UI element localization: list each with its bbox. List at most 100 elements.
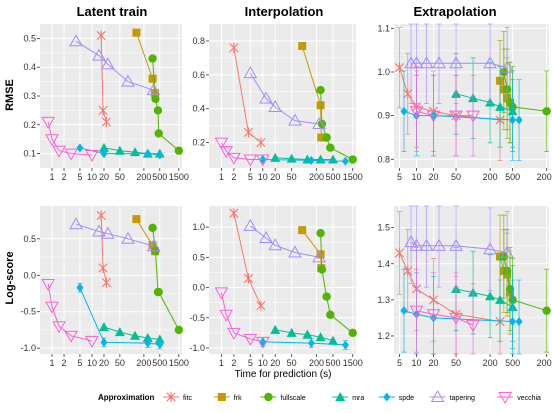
point-fullscale bbox=[542, 107, 551, 116]
point-frk bbox=[317, 133, 326, 142]
point-vecchia bbox=[409, 106, 424, 119]
series-vecchia bbox=[41, 279, 99, 348]
point-mra bbox=[328, 335, 339, 345]
point-fitc bbox=[229, 208, 239, 219]
point-spde bbox=[156, 340, 164, 350]
point-tapering bbox=[146, 239, 161, 252]
point-mra bbox=[286, 327, 297, 337]
legend-item-spde: spde bbox=[378, 392, 414, 402]
point-vecchia bbox=[409, 305, 424, 318]
x-tick-label: 1500 bbox=[169, 172, 189, 182]
point-mra bbox=[114, 145, 125, 155]
point-fullscale bbox=[348, 328, 357, 338]
legend-key-fullscale bbox=[264, 392, 273, 402]
point-frk bbox=[298, 226, 307, 235]
point-fitc bbox=[96, 30, 106, 41]
series-fitc bbox=[96, 210, 111, 288]
point-mra bbox=[98, 322, 109, 332]
legend-item-vecchia: vecchia bbox=[497, 392, 541, 405]
x-tick-label: 50 bbox=[115, 358, 125, 368]
point-vecchia bbox=[52, 321, 66, 334]
point-vecchia bbox=[52, 145, 66, 158]
point-frk bbox=[132, 215, 141, 224]
point-frk bbox=[316, 101, 325, 110]
y-tick-label: 0.2 bbox=[23, 120, 36, 130]
y-tick-label: -0.5 bbox=[20, 307, 36, 317]
point-spde bbox=[307, 338, 315, 348]
series-mra bbox=[270, 324, 339, 345]
series-fullscale bbox=[148, 223, 184, 335]
point-vecchia bbox=[85, 150, 99, 163]
y-tick-label: -1.0 bbox=[20, 343, 36, 353]
point-vecchia bbox=[227, 152, 241, 165]
point-mra bbox=[315, 332, 326, 342]
y-tick-label: 1.0 bbox=[377, 67, 390, 77]
x-tick-label: 500 bbox=[152, 172, 167, 182]
series-fullscale bbox=[316, 228, 357, 338]
point-fullscale bbox=[148, 223, 157, 233]
point-tapering bbox=[288, 113, 302, 126]
point-fitc bbox=[256, 137, 266, 148]
panel-background bbox=[394, 24, 549, 168]
x-tick-label: 2000 bbox=[537, 172, 552, 182]
point-tapering bbox=[259, 231, 273, 244]
point-fitc bbox=[229, 42, 239, 53]
y-tick-label: 1.2 bbox=[377, 331, 390, 341]
point-tapering bbox=[100, 57, 115, 70]
row-label-rmse: RMSE bbox=[4, 79, 16, 111]
series-vecchia bbox=[409, 70, 480, 157]
point-spde bbox=[307, 155, 315, 165]
point-fitc bbox=[243, 273, 254, 284]
series-line-vecchia bbox=[416, 310, 474, 326]
y-tick-label: 0.5 bbox=[23, 234, 36, 244]
x-tick-label: 5 bbox=[248, 172, 253, 182]
point-spde bbox=[100, 337, 108, 347]
x-tick-label: 1500 bbox=[169, 358, 189, 368]
point-fullscale bbox=[542, 306, 551, 315]
column-title-latent-train: Latent train bbox=[77, 4, 148, 19]
point-tapering bbox=[69, 217, 83, 230]
legend: Approximation fitc frk fullscale mra spde tap… bbox=[98, 389, 541, 405]
column-title-extrapolation: Extrapolation bbox=[413, 4, 496, 19]
point-tapering bbox=[268, 100, 283, 113]
point-vecchia bbox=[41, 279, 56, 292]
y-tick-label: 1.4 bbox=[377, 259, 390, 269]
point-tapering bbox=[404, 235, 418, 248]
y-tick-label: 0.3 bbox=[23, 91, 36, 101]
x-tick-label: 2 bbox=[62, 358, 67, 368]
point-fitc bbox=[98, 105, 108, 116]
point-mra bbox=[114, 327, 125, 337]
x-tick-label: 50 bbox=[451, 358, 461, 368]
point-tapering bbox=[432, 238, 446, 251]
y-tick-label: 0.0 bbox=[192, 283, 205, 293]
point-fitc bbox=[101, 277, 111, 288]
point-fullscale bbox=[505, 284, 515, 294]
y-tick-label: -0.5 bbox=[189, 313, 205, 323]
x-tick-label: 200 bbox=[483, 358, 498, 368]
point-fitc bbox=[256, 300, 266, 311]
point-fullscale bbox=[322, 133, 331, 142]
point-spde bbox=[400, 106, 408, 116]
point-spde bbox=[515, 317, 523, 327]
legend-label-frk: frk bbox=[234, 395, 242, 402]
y-tick-label: 0.0 bbox=[23, 270, 36, 280]
point-mra bbox=[130, 330, 141, 340]
point-fitc bbox=[394, 62, 405, 73]
x-tick-label: 500 bbox=[325, 358, 340, 368]
panel-log-score-interpolation: -1.0 -0.5 0.0 0.5 1.0 1 2 5 10 20 50 200 500 1500 bbox=[189, 206, 363, 368]
series-tapering bbox=[404, 205, 514, 295]
point-fullscale bbox=[322, 292, 331, 301]
point-tapering bbox=[449, 238, 463, 251]
point-fullscale bbox=[326, 143, 335, 152]
x-tick-label: 500 bbox=[505, 358, 520, 368]
x-tick-label: 2000 bbox=[537, 358, 552, 368]
x-tick-label: 20 bbox=[270, 358, 280, 368]
legend-key-tapering bbox=[430, 389, 445, 402]
point-fitc bbox=[96, 210, 106, 221]
panel-background bbox=[209, 206, 356, 354]
x-tick-label: 20 bbox=[99, 358, 109, 368]
point-tapering bbox=[100, 226, 115, 239]
series-line-vecchia bbox=[416, 110, 474, 117]
point-tapering bbox=[92, 224, 106, 237]
